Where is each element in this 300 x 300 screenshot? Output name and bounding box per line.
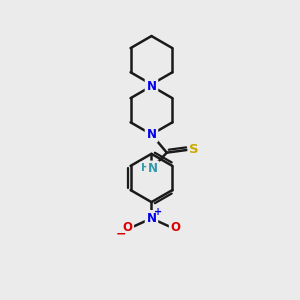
- Text: O: O: [122, 221, 132, 234]
- Text: N: N: [146, 128, 157, 141]
- Text: S: S: [189, 143, 199, 156]
- Text: −: −: [116, 228, 127, 241]
- Text: N: N: [146, 80, 157, 93]
- Text: N: N: [148, 162, 158, 175]
- Text: +: +: [154, 207, 162, 217]
- Text: N: N: [146, 212, 157, 225]
- Text: O: O: [171, 221, 181, 234]
- Text: H: H: [141, 163, 149, 173]
